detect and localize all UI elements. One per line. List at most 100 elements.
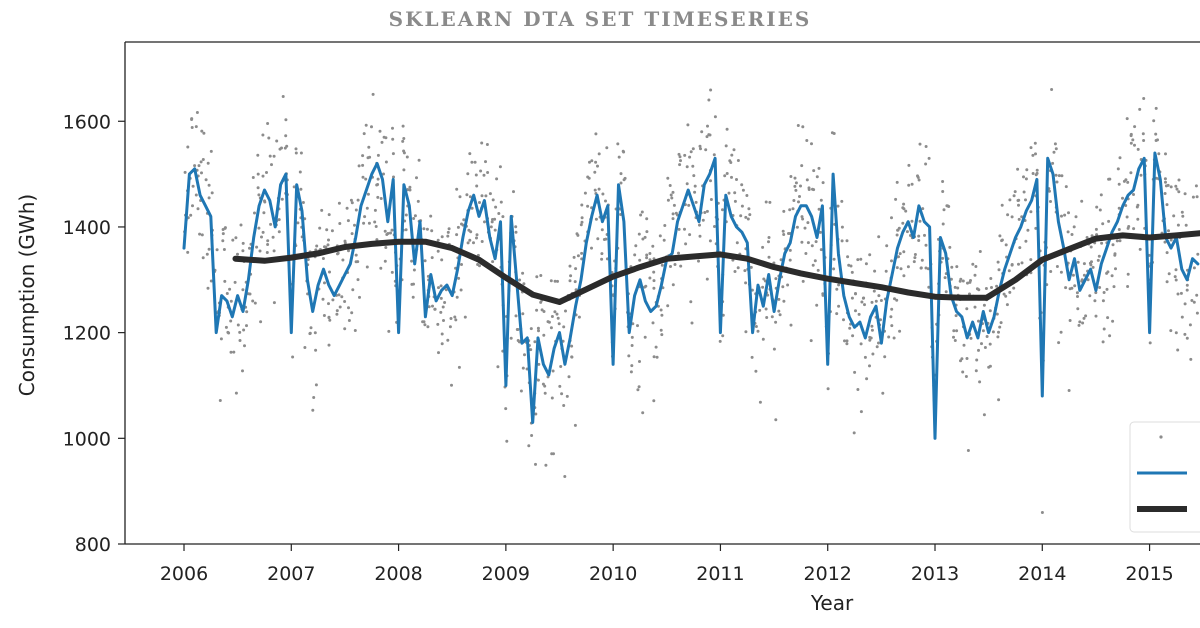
scatter-point: [746, 217, 750, 221]
scatter-point: [383, 259, 387, 263]
scatter-point: [542, 333, 546, 337]
scatter-point: [924, 145, 928, 148]
scatter-point: [1063, 213, 1067, 217]
scatter-point: [634, 244, 638, 248]
scatter-point: [870, 328, 874, 332]
scatter-point: [368, 155, 372, 159]
scatter-point: [960, 357, 964, 361]
scatter-point: [484, 194, 488, 198]
scatter-point: [572, 255, 576, 259]
scatter-point: [1067, 211, 1070, 215]
scatter-point: [1016, 167, 1020, 171]
scatter-point: [499, 200, 503, 204]
scatter-point: [201, 158, 205, 161]
scatter-point: [805, 139, 809, 142]
scatter-point: [978, 380, 982, 384]
scatter-point: [1163, 192, 1167, 195]
scatter-point: [1174, 331, 1178, 335]
scatter-point: [485, 143, 489, 146]
scatter-point: [966, 281, 969, 285]
scatter-point: [741, 188, 745, 192]
scatter-point: [382, 135, 386, 139]
scatter-point: [529, 348, 533, 352]
scatter-point: [590, 246, 593, 250]
scatter-point: [326, 243, 330, 247]
scatter-point: [918, 142, 922, 146]
scatter-point: [436, 249, 440, 253]
scatter-point: [799, 184, 802, 188]
scatter-point: [847, 263, 851, 267]
scatter-point: [518, 278, 522, 282]
scatter-point: [645, 256, 649, 260]
scatter-point: [832, 132, 836, 135]
scatter-point: [945, 204, 949, 208]
scatter-point: [679, 159, 682, 163]
scatter-point: [514, 230, 518, 234]
scatter-point: [791, 207, 795, 211]
scatter-point: [241, 369, 244, 373]
scatter-point: [366, 192, 370, 196]
scatter-point: [845, 339, 849, 343]
scatter-point: [926, 267, 930, 271]
scatter-point: [782, 233, 786, 236]
scatter-point: [462, 218, 466, 222]
scatter-point: [1195, 293, 1199, 297]
scatter-point: [869, 336, 873, 340]
scatter-point: [1126, 272, 1130, 276]
scatter-point: [854, 292, 857, 296]
x-tick-label: 2006: [160, 563, 208, 585]
scatter-point: [1139, 173, 1143, 177]
scatter-point: [700, 130, 704, 134]
scatter-point: [758, 400, 762, 404]
scatter-point: [384, 160, 388, 164]
scatter-point: [673, 263, 677, 266]
scatter-point: [645, 253, 649, 257]
scatter-point: [439, 284, 443, 288]
scatter-point: [479, 169, 483, 173]
scatter-point: [801, 125, 805, 129]
scatter-point: [443, 301, 447, 304]
scatter-point: [1138, 107, 1142, 111]
y-tick-label: 1400: [63, 217, 111, 239]
scatter-point: [390, 228, 394, 232]
scatter-point: [1129, 141, 1133, 145]
scatter-point: [961, 279, 965, 283]
scatter-point: [401, 124, 405, 128]
scatter-point: [1183, 192, 1187, 196]
scatter-point: [365, 206, 369, 210]
banner-title: SKLEARN DTA SET TIMESERIES: [388, 7, 812, 31]
scatter-point: [580, 220, 584, 224]
scatter-point: [982, 413, 986, 417]
scatter-point: [660, 333, 664, 337]
scatter-point: [953, 285, 957, 289]
scatter-point: [821, 181, 825, 185]
black-series-line: [232, 230, 1200, 305]
scatter-point: [685, 165, 689, 169]
scatter-point: [1167, 272, 1171, 276]
scatter-point: [913, 253, 917, 256]
scatter-point: [1089, 263, 1093, 267]
scatter-point: [1174, 278, 1178, 282]
scatter-point: [361, 175, 365, 179]
scatter-point: [272, 249, 276, 253]
scatter-point: [619, 172, 623, 176]
scatter-point: [484, 160, 487, 164]
scatter-point: [412, 217, 416, 220]
scatter-point: [299, 187, 303, 191]
scatter-point: [338, 222, 342, 225]
scatter-point: [408, 185, 412, 189]
scatter-point: [498, 165, 502, 169]
scatter-point: [850, 270, 854, 274]
scatter-point: [463, 315, 467, 319]
scatter-point: [874, 299, 878, 303]
scatter-point: [764, 307, 768, 311]
scatter-point: [275, 139, 279, 143]
scatter-point: [521, 312, 525, 316]
scatter-point: [197, 164, 201, 168]
scatter-point: [594, 132, 598, 136]
scatter-point: [927, 285, 931, 289]
scatter-point: [253, 301, 257, 305]
scatter-point: [659, 328, 663, 332]
scatter-point: [815, 175, 819, 179]
scatter-point: [952, 335, 955, 339]
